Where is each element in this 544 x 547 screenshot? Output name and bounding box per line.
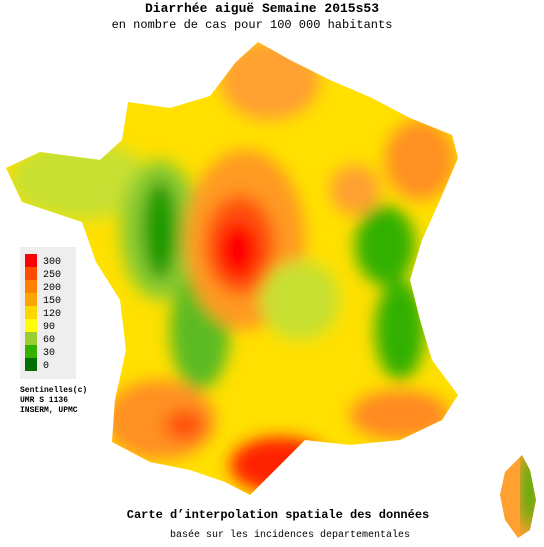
credit-line: Sentinelles(c) (20, 386, 87, 395)
legend-label: 120 (43, 309, 61, 320)
legend-label: 30 (43, 348, 55, 359)
zone (385, 120, 455, 200)
legend-label: 0 (43, 361, 49, 372)
zone (230, 437, 330, 493)
zone (10, 140, 150, 220)
footer-subtitle: basée sur les incidences departementales (170, 529, 410, 541)
footer-title: Carte d’interpolation spatiale des donné… (127, 508, 429, 522)
zone (522, 455, 536, 530)
legend-label: 200 (43, 283, 61, 294)
credit-line: UMR S 1136 (20, 396, 68, 405)
legend-label: 300 (43, 257, 61, 268)
legend-swatch (25, 267, 37, 280)
zone (260, 260, 340, 340)
corsica (500, 455, 536, 538)
legend-label: 90 (43, 322, 55, 333)
zone (165, 410, 205, 440)
legend-label: 150 (43, 296, 61, 307)
credit-line: INSERM, UPMC (20, 406, 78, 415)
legend-swatch (25, 319, 37, 332)
zone (375, 280, 425, 380)
legend-label: 250 (43, 270, 61, 281)
france-map (6, 42, 458, 495)
legend-swatch (25, 358, 37, 371)
zone (220, 42, 320, 120)
legend-swatch (25, 280, 37, 293)
zone (218, 222, 258, 278)
subtitle: en nombre de cas pour 100 000 habitants (112, 18, 393, 32)
legend-label: 60 (43, 335, 55, 346)
legend-swatch (25, 254, 37, 267)
legend-swatch (25, 345, 37, 358)
zone (142, 180, 178, 280)
legend-swatch (25, 332, 37, 345)
zone (330, 165, 380, 215)
legend-swatch (25, 306, 37, 319)
map-zones (10, 42, 455, 493)
zone (355, 205, 415, 285)
zone (350, 390, 450, 440)
title: Diarrhée aiguë Semaine 2015s53 (145, 1, 379, 16)
zone (105, 380, 215, 460)
legend-swatch (25, 293, 37, 306)
